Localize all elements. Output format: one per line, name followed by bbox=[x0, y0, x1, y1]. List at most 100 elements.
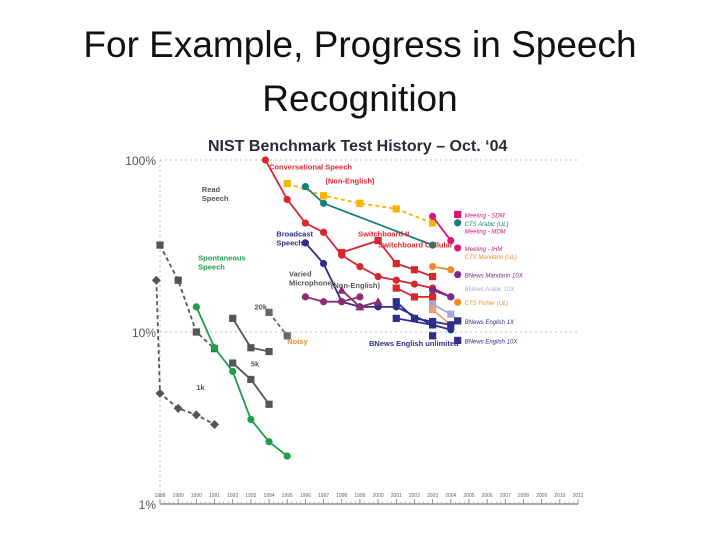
data-point-non-english-conv bbox=[319, 192, 328, 200]
data-point-read-1k bbox=[151, 275, 161, 285]
data-point-cts-arabic bbox=[301, 183, 309, 191]
x-tick-label: 1999 bbox=[354, 493, 365, 499]
series-line-meeting-sdm bbox=[431, 215, 452, 242]
annotation-line: (Non-English) bbox=[331, 281, 381, 290]
data-point-switchboard-ii bbox=[410, 266, 419, 274]
data-point-read-speech bbox=[192, 328, 200, 336]
data-point-non-english-bn bbox=[337, 285, 347, 294]
annotation-line: 1k bbox=[196, 383, 205, 392]
annotation-line: Noisy bbox=[287, 337, 308, 346]
annotation-ann-switchboard-cellular: Switchboard Cellular bbox=[378, 240, 453, 249]
data-point-non-english-conv bbox=[283, 179, 291, 188]
legend-marker-leg-cts-arabic bbox=[454, 219, 462, 227]
annotation-ann-bnews-unlimited: BNews English unlimited bbox=[369, 339, 459, 348]
data-point-conversational bbox=[301, 219, 309, 227]
data-point-non-english-bn bbox=[355, 302, 365, 311]
data-point-read-5k bbox=[247, 375, 255, 384]
data-point-bnews-english-unlimited bbox=[392, 314, 400, 322]
x-tick-label: 1995 bbox=[282, 493, 293, 499]
data-point-read-20k bbox=[265, 347, 273, 356]
chart-title: NIST Benchmark Test History – Oct. ‘04 bbox=[208, 138, 507, 155]
data-point-varied-mics bbox=[319, 298, 328, 306]
data-point-read-20k bbox=[247, 344, 255, 352]
legend-label-leg-bnews-english-10x: BNews English 10X bbox=[465, 339, 519, 345]
data-point-varied-mics bbox=[301, 293, 309, 301]
annotation-ann-1k: 1k bbox=[196, 383, 205, 392]
x-tick-label: 2003 bbox=[427, 493, 438, 499]
data-point-bnews-english-1x bbox=[392, 298, 400, 306]
annotation-line: Switchboard Cellular bbox=[378, 240, 453, 249]
annotation-ann-broadcast: Broadcast Speech bbox=[276, 229, 313, 247]
annotation-ann-20k: 20k bbox=[255, 303, 268, 312]
annotation-line: Broadcast bbox=[276, 229, 313, 238]
legend-label-leg-cts-fisher: CTS Fisher (UL) bbox=[465, 301, 509, 307]
data-point-non-english-conv bbox=[356, 199, 364, 207]
data-point-varied-mics bbox=[338, 298, 346, 306]
data-point-varied-mics bbox=[356, 293, 364, 301]
data-point-conversational bbox=[319, 228, 328, 236]
x-tick-label: 2008 bbox=[518, 493, 529, 499]
data-point-bnews-arabic bbox=[447, 310, 455, 318]
data-point-read-1k bbox=[155, 388, 165, 398]
annotation-ann-5k: 5k bbox=[251, 360, 260, 369]
annotation-line: Microphones bbox=[289, 279, 336, 288]
data-point-read-1k bbox=[191, 410, 201, 420]
data-point-conversational bbox=[410, 280, 419, 288]
x-tick-label: 1994 bbox=[263, 493, 274, 499]
legend-marker-leg-bnews-mandarin bbox=[454, 270, 462, 279]
x-tick-label: 1991 bbox=[209, 493, 220, 499]
legend-marker-leg-cts-fisher bbox=[454, 298, 462, 306]
annotation-line: (Non-English) bbox=[325, 177, 375, 186]
data-point-noisy bbox=[283, 332, 291, 340]
annotation-ann-noisy: Noisy bbox=[287, 337, 308, 346]
x-tick-label: 1990 bbox=[191, 493, 202, 499]
data-point-switchboard-ii bbox=[392, 259, 400, 268]
data-point-switchboard-ii bbox=[374, 236, 382, 245]
y-tick-label: 100% bbox=[125, 154, 156, 168]
data-point-spontaneous bbox=[265, 438, 273, 446]
data-point-broadcast bbox=[301, 239, 309, 247]
data-point-non-english-conv bbox=[429, 219, 437, 227]
series-line-read-1k bbox=[155, 280, 215, 426]
data-point-switchboard-ii bbox=[338, 248, 346, 257]
data-point-spontaneous bbox=[192, 303, 200, 311]
annotation-line: Spontaneous bbox=[198, 254, 246, 263]
series-line-noisy bbox=[268, 311, 288, 337]
slide-title-line-1: For Example, Progress in Speech bbox=[83, 24, 637, 65]
slide-title-line-2: Recognition bbox=[262, 78, 458, 119]
x-tick-label: 1989 bbox=[173, 493, 184, 499]
legend-label-leg-meeting-ihm: Meeting - IHM bbox=[465, 247, 503, 253]
data-point-cts-mandarin bbox=[447, 266, 455, 274]
annotation-line: BNews English unlimited bbox=[369, 339, 459, 348]
x-tick-label: 1996 bbox=[300, 493, 311, 499]
legend-label-leg-meeting-sdm: Meeting - SDM bbox=[465, 213, 505, 219]
x-tick-label: 2000 bbox=[373, 493, 384, 499]
data-point-broadcast bbox=[319, 259, 328, 268]
y-tick-label: 10% bbox=[132, 326, 156, 340]
legend-marker-leg-bnews-english-1x bbox=[454, 317, 462, 325]
x-tick-label: 1988 bbox=[154, 493, 165, 499]
series-line-bnews-english-unlimited bbox=[396, 317, 433, 326]
data-point-bnews-english-10x bbox=[429, 332, 437, 340]
series-line-spontaneous bbox=[195, 306, 288, 457]
x-tick-label: 2007 bbox=[500, 493, 511, 499]
data-point-read-20k bbox=[229, 314, 237, 322]
annotation-ann-non-english-bn: (Non-English) bbox=[331, 281, 381, 290]
data-point-conversational bbox=[261, 156, 270, 164]
annotation-line: 5k bbox=[251, 360, 260, 369]
x-tick-label: 2009 bbox=[536, 493, 547, 499]
legend-label-leg-bnews-mandarin: BNews Mandarin 10X bbox=[465, 274, 524, 280]
data-point-spontaneous bbox=[283, 452, 291, 460]
annotation-ann-spontaneous: Spontaneous Speech bbox=[198, 254, 246, 272]
annotation-ann-conversational: Conversational Speech bbox=[269, 163, 352, 172]
annotation-line: Read bbox=[202, 185, 221, 194]
data-point-bnews-english-unlimited bbox=[429, 321, 437, 329]
data-point-switchboard-cellular bbox=[410, 293, 419, 301]
legend-marker-leg-meeting-sdm bbox=[454, 210, 462, 218]
annotation-ann-switchboard-ii: Switchboard II bbox=[358, 229, 409, 238]
data-point-non-english-bn bbox=[373, 297, 383, 306]
annotation-ann-varied: Varied Microphones bbox=[289, 270, 336, 288]
annotation-ann-non-english-conv: (Non-English) bbox=[325, 177, 375, 186]
x-tick-label: 1992 bbox=[227, 493, 238, 499]
legend-marker-leg-bnews-english-10x bbox=[454, 336, 462, 345]
